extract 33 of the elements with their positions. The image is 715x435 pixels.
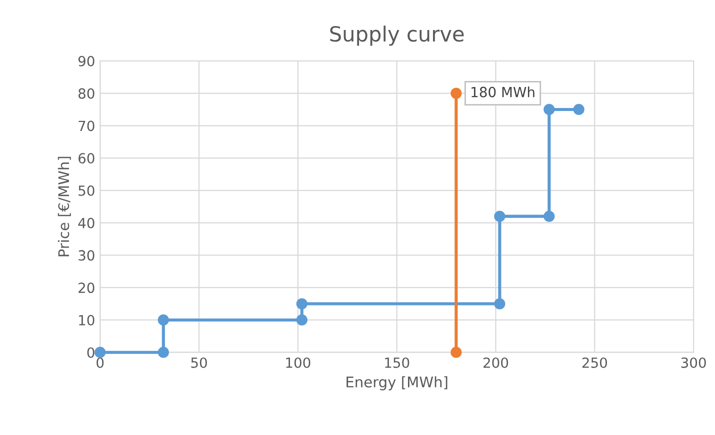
point — [296, 298, 308, 310]
x-tick-label: 300 — [681, 357, 706, 368]
y-tick-label: 0 — [87, 347, 94, 358]
point — [494, 210, 506, 222]
point — [573, 104, 584, 116]
x-tick-label: 100 — [286, 357, 310, 368]
x-tick-label: 150 — [385, 357, 410, 368]
x-axis-title: Energy [MWh] — [346, 376, 448, 390]
y-tick-label: 30 — [78, 250, 94, 261]
x-tick-label: 250 — [582, 357, 607, 368]
x-tick-label: 50 — [191, 357, 207, 368]
y-tick-label: 70 — [78, 120, 94, 132]
y-tick-label: 40 — [78, 218, 94, 228]
point — [296, 314, 308, 326]
y-tick-label: 10 — [79, 314, 94, 326]
y-tick-label: 90 — [78, 56, 94, 66]
point — [450, 88, 462, 99]
point — [158, 346, 169, 358]
x-tick-label: 0 — [96, 357, 104, 368]
chart-title: Supply curve — [330, 26, 464, 46]
y-tick-label: 50 — [78, 185, 94, 196]
annotation: 180 MWh — [472, 86, 534, 98]
y-tick-label: 80 — [78, 88, 94, 99]
point — [494, 298, 506, 310]
y-tick-label: 60 — [78, 153, 94, 164]
point — [544, 210, 555, 222]
point — [158, 314, 169, 326]
point — [94, 346, 106, 358]
point — [450, 346, 462, 358]
x-tick-label: 200 — [483, 357, 508, 368]
point — [544, 104, 555, 116]
y-axis-title: Price [€/MWh] — [58, 156, 71, 256]
y-tick-label: 20 — [78, 282, 94, 294]
